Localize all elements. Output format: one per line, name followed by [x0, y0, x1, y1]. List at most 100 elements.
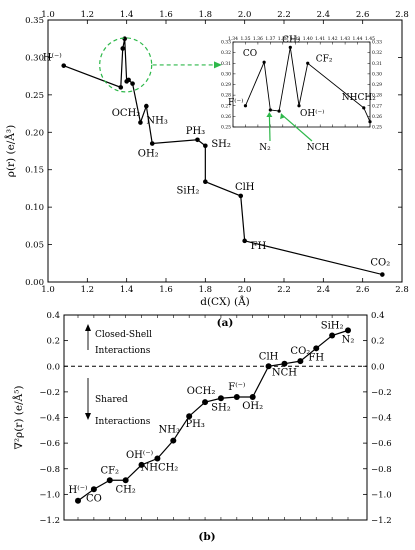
- data-point-a: [238, 193, 244, 199]
- point-label-b: ClH: [259, 351, 279, 362]
- data-point-a: [380, 272, 385, 277]
- inset-y-tick-label-right: 0.31: [372, 61, 382, 67]
- inset-point-label: CO: [243, 49, 257, 59]
- data-point-b: [154, 455, 161, 462]
- y-axis-title-a: ρ(r) (e/Å³): [3, 125, 17, 177]
- y-tick-label-a: 0.30: [25, 53, 44, 63]
- inset-point-label: NCH: [307, 143, 330, 153]
- point-label-a: H⁽⁻⁾: [43, 53, 62, 64]
- inset-y-tick-label-right: 0.26: [372, 114, 382, 120]
- data-point-b: [313, 345, 320, 352]
- inset-data-point: [268, 108, 272, 112]
- inset-y-tick-label-right: 0.28: [372, 93, 382, 99]
- point-label-b: N₂: [342, 334, 355, 345]
- point-label-b: OH⁽⁻⁾: [126, 450, 153, 461]
- data-point-a: [120, 46, 126, 51]
- inset-point-label: CF₂: [316, 54, 333, 64]
- y-tick-label-right-b: −0.4: [371, 414, 392, 424]
- x-tick-label-top-a: 2.0: [238, 10, 252, 20]
- inset-y-tick-label-left: 0.29: [221, 82, 231, 88]
- y-tick-label-b: −0.4: [39, 414, 60, 424]
- y-tick-label-right-b: −0.2: [371, 388, 392, 398]
- point-label-a: NH₃: [146, 116, 167, 127]
- x-tick-label-bottom-a: 2.8: [395, 285, 409, 295]
- y-tick-label-a: 0.05: [25, 241, 44, 251]
- annotation-interactions-lower: Interactions: [95, 417, 151, 427]
- inset-x-tick-label: 1.41: [315, 36, 325, 42]
- data-point-b: [233, 394, 240, 400]
- inset-y-tick-label-right: 0.27: [372, 103, 382, 109]
- data-point-b: [329, 332, 336, 339]
- data-point-a: [203, 143, 208, 149]
- green-pointer: [268, 112, 271, 142]
- inset-x-tick-label: 1.39: [290, 36, 300, 42]
- point-label-b: NCH: [272, 368, 297, 379]
- inset-data-point: [362, 106, 366, 110]
- y-tick-label-a: 0.10: [25, 203, 44, 213]
- panel-label-a: (a): [217, 317, 234, 329]
- inset-x-tick-label: 1.35: [240, 36, 250, 42]
- point-label-b: F⁽⁻⁾: [228, 382, 245, 393]
- inset-y-tick-label-left: 0.33: [221, 40, 231, 46]
- y-tick-label-right-b: −1.2: [371, 516, 392, 526]
- inset-y-tick-label-right: 0.30: [372, 71, 382, 77]
- y-tick-label-b: −0.2: [39, 388, 60, 398]
- annotation-closed-shell: Closed-Shell: [95, 330, 152, 340]
- inset-y-tick-label-right: 0.33: [372, 40, 382, 46]
- data-point-a: [130, 81, 135, 86]
- point-label-a: CO₂: [370, 258, 390, 269]
- point-label-b: SH₂: [211, 402, 231, 413]
- inset-y-tick-label-left: 0.25: [221, 125, 231, 131]
- x-tick-label-top-a: 2.2: [277, 10, 291, 20]
- inset-x-tick-label: 1.37: [265, 36, 275, 42]
- inset-x-tick-label: 1.34: [228, 36, 238, 42]
- y-tick-label-right-b: 0.0: [371, 362, 385, 372]
- green-pointer-head: [266, 112, 273, 117]
- point-label-b: OCH₂: [187, 386, 216, 397]
- x-tick-label-top-a: 1.2: [81, 10, 95, 20]
- inset-data-point: [262, 60, 266, 64]
- y-tick-label-right-b: 0.2: [371, 337, 385, 347]
- x-tick-label-top-a: 2.6: [356, 10, 370, 20]
- point-label-a: OH₂: [138, 149, 159, 160]
- y-axis-title-b: ∇²ρ(r) (e/Å⁵): [11, 386, 25, 450]
- closed-shell-arrowhead: [85, 324, 91, 331]
- inset-data-point: [288, 45, 292, 49]
- x-tick-label-top-a: 1.6: [159, 10, 173, 20]
- x-tick-label-top-a: 1.0: [41, 10, 55, 20]
- data-point-b: [122, 477, 129, 484]
- x-tick-label-top-a: 1.8: [199, 10, 213, 20]
- inset-x-tick-label: 1.36: [253, 36, 263, 42]
- point-label-b: PH₃: [185, 419, 204, 430]
- data-point-b: [106, 477, 113, 484]
- data-point-b: [345, 327, 351, 334]
- y-tick-label-b: 0.2: [46, 337, 60, 347]
- point-label-b: CF₂: [100, 465, 119, 476]
- point-label-b: NHCH₂: [140, 463, 178, 474]
- point-label-b: H⁽⁻⁾: [69, 485, 88, 496]
- y-tick-label-right-b: −0.6: [371, 439, 392, 449]
- data-point-b: [170, 437, 177, 444]
- point-label-a: SH₂: [211, 139, 231, 150]
- data-point-a: [242, 238, 247, 244]
- x-tick-label-top-a: 2.4: [317, 10, 331, 20]
- y-tick-label-b: −0.6: [39, 439, 60, 449]
- inset-y-tick-label-left: 0.32: [221, 50, 231, 56]
- inset-x-tick-label: 1.45: [365, 36, 375, 42]
- point-label-b: OH₂: [242, 401, 263, 412]
- inset-y-tick-label-left: 0.28: [221, 93, 231, 99]
- y-tick-label-a: 0.25: [25, 91, 44, 101]
- data-point-b: [186, 413, 193, 420]
- data-point-a: [144, 103, 149, 109]
- x-tick-label-bottom-a: 1.8: [199, 285, 213, 295]
- data-point-a: [195, 137, 200, 143]
- y-tick-label-b: 0.0: [46, 362, 60, 372]
- data-point-b: [138, 461, 145, 468]
- x-tick-label-bottom-a: 1.0: [41, 285, 55, 295]
- data-point-a: [138, 120, 143, 125]
- annotation-shared: Shared: [95, 395, 128, 405]
- y-tick-label-b: −1.0: [39, 490, 60, 500]
- point-label-b: CH₂: [115, 484, 135, 495]
- inset-y-tick-label-left: 0.27: [221, 103, 231, 109]
